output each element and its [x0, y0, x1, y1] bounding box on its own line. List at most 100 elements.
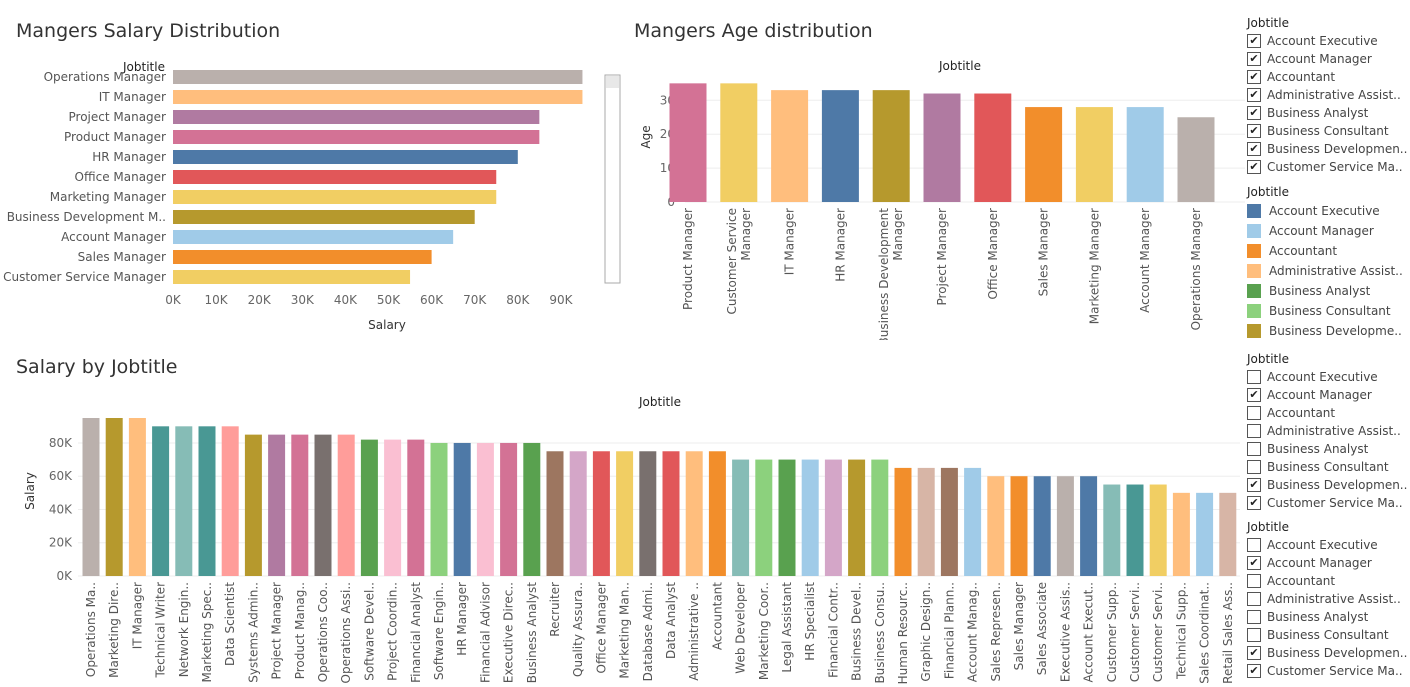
- filter-item[interactable]: ✔ Business Developmen..: [1247, 644, 1410, 662]
- checked-checkbox[interactable]: ✔: [1247, 88, 1261, 102]
- age-dist-bar: [669, 83, 707, 202]
- salary-by-job-category-label: Account Manag..: [966, 582, 980, 682]
- filter-item[interactable]: ✔ Business Developmen..: [1247, 476, 1410, 494]
- checked-checkbox[interactable]: ✔: [1247, 52, 1261, 66]
- unchecked-checkbox[interactable]: [1247, 460, 1261, 474]
- checked-checkbox[interactable]: ✔: [1247, 664, 1261, 678]
- filter-item[interactable]: ✔ Account Manager: [1247, 386, 1410, 404]
- filter-item[interactable]: Business Analyst: [1247, 440, 1410, 458]
- age-dist-header: Jobtitle: [938, 59, 981, 73]
- unchecked-checkbox[interactable]: [1247, 574, 1261, 588]
- salary-dist-tick-label: 30K: [291, 293, 315, 307]
- salary-by-job-category-label: Software Engin..: [432, 582, 446, 680]
- age-dist-category-label: Business DevelopmentManager: [877, 208, 905, 340]
- filter-header: Jobtitle: [1247, 520, 1289, 534]
- checked-checkbox[interactable]: ✔: [1247, 160, 1261, 174]
- salary-by-job-bar: [964, 467, 982, 576]
- salary-dist-bar: [173, 230, 454, 244]
- filter-item[interactable]: Account Executive: [1247, 536, 1410, 554]
- salary-by-job-bar: [268, 434, 286, 576]
- legend-item-label: Administrative Assist..: [1269, 264, 1403, 278]
- checked-checkbox[interactable]: ✔: [1247, 646, 1261, 660]
- unchecked-checkbox[interactable]: [1247, 628, 1261, 642]
- checked-checkbox[interactable]: ✔: [1247, 70, 1261, 84]
- filter-item[interactable]: Administrative Assist..: [1247, 422, 1410, 440]
- filter-item[interactable]: ✔ Administrative Assist..: [1247, 86, 1410, 104]
- filter-item[interactable]: Account Executive: [1247, 368, 1410, 386]
- filter-item[interactable]: ✔ Business Developmen..: [1247, 140, 1410, 158]
- age-dist-bar: [720, 83, 758, 202]
- filter-item[interactable]: ✔ Business Analyst: [1247, 104, 1410, 122]
- filter-item[interactable]: ✔ Account Executive: [1247, 32, 1410, 50]
- unchecked-checkbox[interactable]: [1247, 424, 1261, 438]
- salary-by-job-category-label: IT Manager: [130, 582, 144, 649]
- checked-checkbox[interactable]: ✔: [1247, 556, 1261, 570]
- checked-checkbox[interactable]: ✔: [1247, 34, 1261, 48]
- unchecked-checkbox[interactable]: [1247, 538, 1261, 552]
- filter-item[interactable]: Business Consultant: [1247, 626, 1410, 644]
- jobtitle-filter-3[interactable]: Jobtitle Account Executive ✔ Account Manage…: [1247, 518, 1410, 680]
- salary-by-job-bar: [105, 418, 123, 576]
- filter-item[interactable]: ✔ Accountant: [1247, 68, 1410, 86]
- salary-by-job-category-label: Financial Advisor: [478, 582, 492, 683]
- filter-item[interactable]: Accountant: [1247, 572, 1410, 590]
- jobtitle-filter-2[interactable]: Jobtitle Account Executive ✔ Account Manage…: [1247, 350, 1410, 512]
- salary-by-job-category-label: Marketing Man..: [618, 582, 632, 679]
- salary-by-job-category-label: Systems Admin..: [246, 582, 260, 683]
- salary-by-job-bar: [500, 442, 518, 576]
- filter-item[interactable]: Accountant: [1247, 404, 1410, 422]
- checked-checkbox[interactable]: ✔: [1247, 106, 1261, 120]
- filter-item[interactable]: Business Consultant: [1247, 458, 1410, 476]
- salary-dist-category-label: Sales Manager: [78, 250, 166, 264]
- salary-by-job-category-label: Database Admi..: [641, 582, 655, 681]
- salary-by-job-category-label: Marketing Spec..: [200, 582, 214, 682]
- unchecked-checkbox[interactable]: [1247, 610, 1261, 624]
- salary-dist-tick-label: 40K: [334, 293, 358, 307]
- legend-item-label: Account Executive: [1269, 204, 1380, 218]
- salary-by-job-bar: [639, 451, 657, 576]
- filter-item[interactable]: Administrative Assist..: [1247, 590, 1410, 608]
- unchecked-checkbox[interactable]: [1247, 592, 1261, 606]
- salary-by-job-bar: [1126, 484, 1144, 576]
- salary-dist-tick-label: 50K: [377, 293, 401, 307]
- filter-item[interactable]: ✔ Customer Service Ma..: [1247, 158, 1410, 176]
- salary-dist-scroll-thumb[interactable]: [606, 76, 619, 88]
- age-dist-category-label: Project Manager: [935, 208, 949, 306]
- jobtitle-filter-1[interactable]: Jobtitle ✔ Account Executive ✔ Account Manag…: [1247, 14, 1410, 176]
- filter-item[interactable]: Business Analyst: [1247, 608, 1410, 626]
- salary-dist-category-label: Product Manager: [64, 130, 166, 144]
- salary-by-job-category-label: Software Devel..: [362, 582, 376, 681]
- filter-item-label: Business Developmen..: [1267, 142, 1408, 156]
- salary-by-job-category-label: Legal Assistant: [780, 582, 794, 673]
- filter-item-label: Account Manager: [1267, 388, 1372, 402]
- filter-item[interactable]: ✔ Business Consultant: [1247, 122, 1410, 140]
- filter-item-label: Account Executive: [1267, 34, 1378, 48]
- salary-by-job-category-label: Web Developer: [734, 582, 748, 674]
- filter-item[interactable]: ✔ Customer Service Ma..: [1247, 494, 1410, 512]
- salary-by-job-category-label: Data Analyst: [664, 582, 678, 659]
- filter-item[interactable]: ✔ Account Manager: [1247, 554, 1410, 572]
- legend-header: Jobtitle: [1247, 185, 1289, 199]
- salary-dist-category-label: Operations Manager: [44, 70, 166, 84]
- legend-swatch: [1247, 224, 1261, 238]
- salary-by-job-category-label: Financial Plann..: [942, 582, 956, 679]
- salary-by-job-bar: [987, 476, 1005, 576]
- unchecked-checkbox[interactable]: [1247, 406, 1261, 420]
- filter-item-label: Administrative Assist..: [1267, 592, 1401, 606]
- salary-by-job-bar: [917, 467, 935, 576]
- salary-dist-scrollbar[interactable]: [604, 74, 621, 284]
- salary-by-job-category-label: Project Coordin..: [386, 582, 400, 681]
- checked-checkbox[interactable]: ✔: [1247, 496, 1261, 510]
- salary-by-job-bar: [221, 426, 239, 576]
- filter-item[interactable]: ✔ Account Manager: [1247, 50, 1410, 68]
- checked-checkbox[interactable]: ✔: [1247, 142, 1261, 156]
- unchecked-checkbox[interactable]: [1247, 442, 1261, 456]
- unchecked-checkbox[interactable]: [1247, 370, 1261, 384]
- salary-by-job-tick-label: 20K: [49, 536, 73, 550]
- filter-item[interactable]: ✔ Customer Service Ma..: [1247, 662, 1410, 680]
- checked-checkbox[interactable]: ✔: [1247, 478, 1261, 492]
- salary-by-job-category-label: Project Manager: [270, 582, 284, 680]
- checked-checkbox[interactable]: ✔: [1247, 124, 1261, 138]
- salary-by-job-category-label: Administrative ..: [687, 582, 701, 681]
- checked-checkbox[interactable]: ✔: [1247, 388, 1261, 402]
